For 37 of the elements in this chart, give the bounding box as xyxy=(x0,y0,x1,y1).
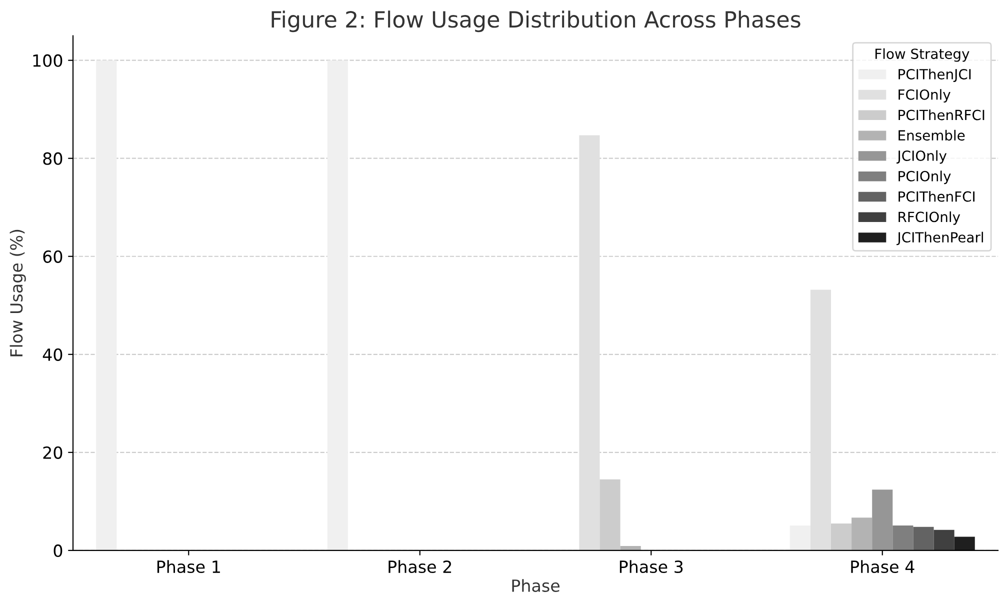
bar xyxy=(790,525,810,550)
y-tick-label: 100 xyxy=(33,54,62,67)
x-tick-label: Phase 1 xyxy=(157,560,220,574)
legend-title: Flow Strategy xyxy=(875,48,970,62)
bar xyxy=(913,526,934,550)
chart-title: Figure 2: Flow Usage Distribution Across Phases xyxy=(272,10,800,32)
bar xyxy=(96,60,117,550)
bar xyxy=(327,60,348,550)
x-tick-label: Phase 2 xyxy=(388,560,452,574)
bar xyxy=(600,479,620,550)
y-axis-title: Flow Usage (%) xyxy=(10,230,26,356)
bar xyxy=(954,536,975,550)
bar xyxy=(579,135,600,550)
y-tick-label: 60 xyxy=(43,250,62,263)
bar xyxy=(934,530,954,550)
bar xyxy=(620,546,641,550)
legend-label: JCIThenPearl xyxy=(896,232,983,246)
bar xyxy=(810,290,831,550)
legend-label: PCIThenRFCI xyxy=(898,109,984,120)
legend-label: PCIThenJCI xyxy=(898,68,971,82)
bar xyxy=(830,523,852,550)
legend-label: PCIOnly xyxy=(898,170,951,184)
y-tick-label: 80 xyxy=(43,152,62,165)
legend-label: Ensemble xyxy=(898,130,965,141)
legend-label: RFCIOnly xyxy=(898,211,960,225)
bar xyxy=(852,518,872,550)
x-tick-label: Phase 4 xyxy=(851,560,914,574)
y-tick-label: 20 xyxy=(43,446,62,459)
bar xyxy=(892,525,914,550)
legend-label: PCIThenFCI xyxy=(898,191,974,202)
x-axis-title: Phase xyxy=(512,579,560,592)
y-tick-label: 40 xyxy=(42,348,62,361)
bar xyxy=(872,490,893,550)
legend-label: FCIOnly xyxy=(898,89,950,103)
x-tick-label: Phase 3 xyxy=(620,560,683,574)
legend-label: JCIOnly xyxy=(896,150,947,164)
y-tick-label: 0 xyxy=(54,544,62,558)
